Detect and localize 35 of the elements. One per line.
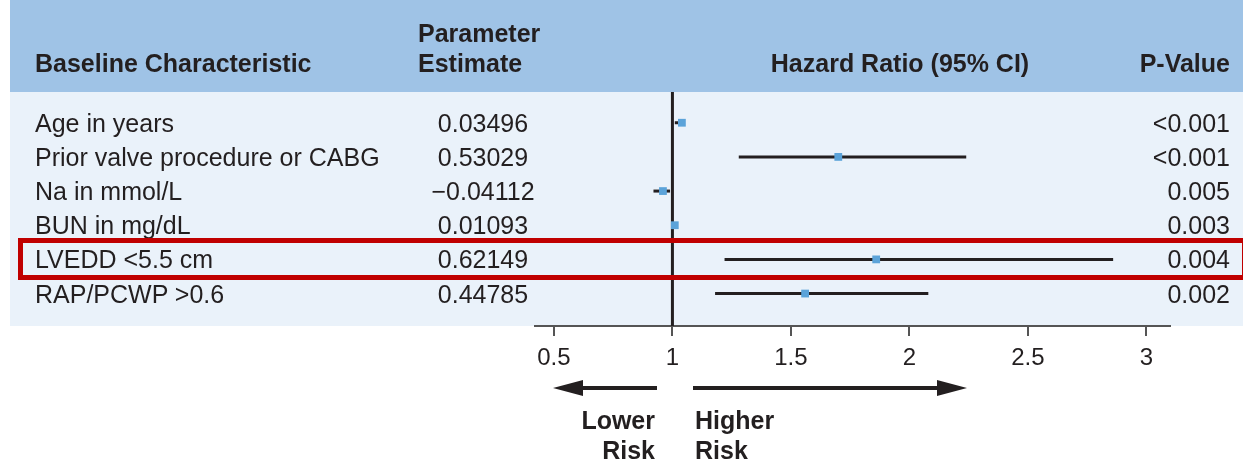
y-tick-label: Prior valve procedure or CABG <box>35 141 380 172</box>
text: 0.01093 <box>436 210 530 241</box>
text: 0.03496 <box>436 107 530 138</box>
x-axis-title: Hazard Ratio (95% CI) <box>769 48 1031 78</box>
y-tick-label: Age in years <box>35 107 174 138</box>
annotation: 0.005 <box>1166 176 1230 207</box>
text: Lower Risk <box>580 405 655 465</box>
text: Parameter Estimate <box>418 18 542 78</box>
x-tick-label: 3 <box>1139 343 1153 371</box>
y-tick-label: Na in mmol/L <box>35 176 183 207</box>
x-tick-label: 2.5 <box>1011 343 1045 371</box>
x-tick-label: 2 <box>902 343 917 371</box>
text: 0.53029 <box>436 141 530 172</box>
annotation: <0.001 <box>1151 141 1230 172</box>
text: 0.62149 <box>436 244 530 275</box>
annotation: 0.003 <box>1166 210 1230 241</box>
x-tick-label: 1 <box>665 343 680 371</box>
x-tick-label: 1.5 <box>774 343 808 371</box>
text: Higher Risk <box>695 405 776 465</box>
point <box>678 118 686 127</box>
point <box>834 153 843 161</box>
y-tick-label: LVEDD <5.5 cm <box>35 244 214 275</box>
x-tick-label: 0.5 <box>537 343 571 371</box>
y-axis-title: Baseline Characteristic <box>35 48 312 78</box>
text: −0.04112 <box>430 176 536 207</box>
point <box>801 289 809 298</box>
text: 0.44785 <box>436 278 530 309</box>
y-tick-label: RAP/PCWP >0.6 <box>35 278 225 309</box>
annotation: 0.002 <box>1166 278 1230 309</box>
text: P-Value <box>1138 48 1230 78</box>
annotation: <0.001 <box>1151 107 1230 138</box>
point <box>659 187 667 195</box>
y-tick-label: BUN in mg/dL <box>35 210 191 241</box>
annotation: 0.004 <box>1166 244 1230 275</box>
point <box>872 255 881 264</box>
